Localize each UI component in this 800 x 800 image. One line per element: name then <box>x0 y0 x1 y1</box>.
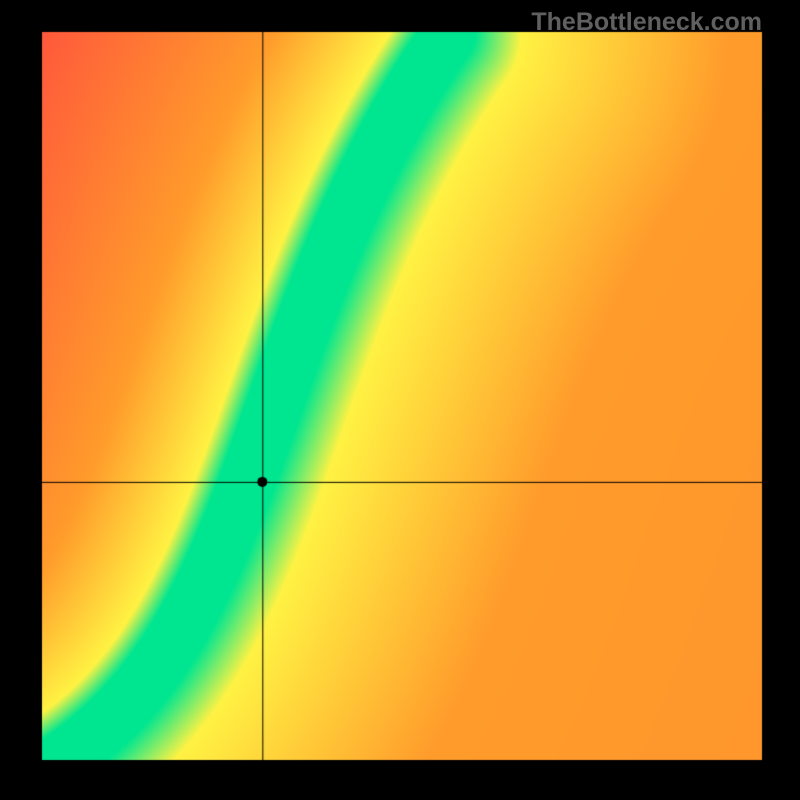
watermark-text: TheBottleneck.com <box>531 8 762 37</box>
heatmap-canvas <box>0 0 800 800</box>
